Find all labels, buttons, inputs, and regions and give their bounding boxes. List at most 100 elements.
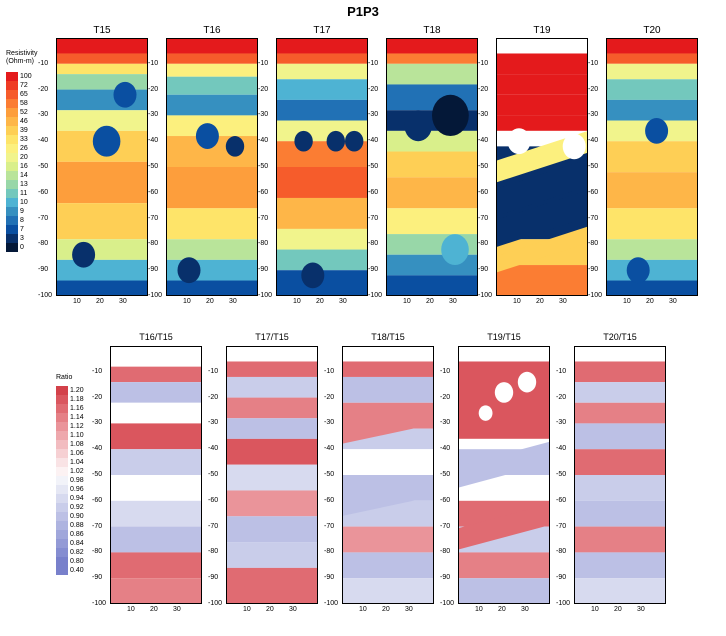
y-tick: -20 [368, 86, 378, 93]
legend-value: 14 [20, 172, 28, 179]
y-tick: -40 [148, 137, 158, 144]
y-tick: -50 [556, 471, 566, 478]
y-tick: -100 [588, 292, 602, 299]
legend-swatch [6, 108, 18, 117]
legend-value: 46 [20, 118, 28, 125]
legend-value: 11 [20, 190, 27, 197]
y-tick: -30 [38, 111, 48, 118]
y-tick: -10 [324, 368, 334, 375]
legend-value: 0 [20, 244, 24, 251]
y-tick: -30 [258, 111, 268, 118]
x-tick: 20 [382, 606, 390, 613]
legend-swatch [6, 144, 18, 153]
y-tick: -50 [208, 471, 218, 478]
y-tick: -30 [556, 419, 566, 426]
y-tick: -40 [556, 445, 566, 452]
y-tick: -70 [556, 523, 566, 530]
y-tick: -90 [92, 574, 102, 581]
y-tick: -50 [258, 163, 268, 170]
legend-swatch [56, 449, 68, 458]
x-tick: 30 [289, 606, 297, 613]
legend-swatch [56, 521, 68, 530]
y-tick: -60 [208, 497, 218, 504]
y-tick: -70 [588, 215, 598, 222]
y-tick: -70 [368, 215, 378, 222]
y-tick: -90 [258, 266, 268, 273]
y-tick: -20 [208, 394, 218, 401]
y-tick: -80 [478, 240, 488, 247]
panel-label-t19: T19 [496, 25, 588, 36]
legend-value: 1.10 [70, 432, 84, 439]
legend-value: 0.98 [70, 477, 84, 484]
y-tick: -50 [588, 163, 598, 170]
x-tick: 20 [646, 298, 654, 305]
y-tick: -20 [324, 394, 334, 401]
legend-value: 0.40 [70, 567, 84, 574]
panel-t18 [386, 38, 478, 296]
y-tick: -70 [258, 215, 268, 222]
legend-swatch [56, 512, 68, 521]
legend-swatch [6, 126, 18, 135]
x-tick: 30 [669, 298, 677, 305]
panel-r18 [342, 346, 434, 604]
x-tick: 30 [449, 298, 457, 305]
panel-r19 [458, 346, 550, 604]
y-tick: -10 [258, 60, 268, 67]
panel-label-t15: T15 [56, 25, 148, 36]
y-tick: -10 [556, 368, 566, 375]
panel-label-r17: T17/T15 [226, 332, 318, 342]
legend-swatch [56, 395, 68, 404]
legend-swatch [56, 485, 68, 494]
y-tick: -60 [92, 497, 102, 504]
legend-value: 1.14 [70, 414, 84, 421]
y-tick: -90 [148, 266, 158, 273]
y-tick: -10 [588, 60, 598, 67]
legend-swatch [56, 539, 68, 548]
x-tick: 10 [475, 606, 483, 613]
legend-value: 0.80 [70, 558, 84, 565]
y-tick: -70 [478, 215, 488, 222]
panel-label-r20: T20/T15 [574, 332, 666, 342]
x-tick: 20 [206, 298, 214, 305]
y-tick: -30 [324, 419, 334, 426]
legend-swatch [6, 216, 18, 225]
panel-r20 [574, 346, 666, 604]
y-tick: -100 [92, 600, 106, 607]
legend-swatch [6, 207, 18, 216]
panel-label-r18: T18/T15 [342, 332, 434, 342]
y-tick: -40 [38, 137, 48, 144]
y-tick: -10 [148, 60, 158, 67]
panel-label-t20: T20 [606, 25, 698, 36]
x-tick: 20 [316, 298, 324, 305]
y-tick: -60 [588, 189, 598, 196]
y-tick: -70 [92, 523, 102, 530]
y-tick: -60 [324, 497, 334, 504]
x-tick: 30 [229, 298, 237, 305]
y-tick: -40 [368, 137, 378, 144]
y-tick: -70 [324, 523, 334, 530]
legend-swatch [6, 198, 18, 207]
legend-value: 7 [20, 226, 24, 233]
row2-legend: 1.201.181.161.141.121.101.081.061.041.02… [56, 386, 84, 575]
y-tick: -50 [440, 471, 450, 478]
panel-t20 [606, 38, 698, 296]
legend-swatch [56, 386, 68, 395]
legend-swatch [56, 557, 68, 566]
y-tick: -70 [38, 215, 48, 222]
y-tick: -10 [208, 368, 218, 375]
y-tick: -40 [478, 137, 488, 144]
legend-swatch [56, 494, 68, 503]
legend-value: 0.82 [70, 549, 84, 556]
y-tick: -70 [208, 523, 218, 530]
y-tick: -40 [588, 137, 598, 144]
y-tick: -100 [440, 600, 454, 607]
legend-value: 0.96 [70, 486, 84, 493]
y-tick: -20 [588, 86, 598, 93]
x-tick: 20 [266, 606, 274, 613]
y-tick: -80 [92, 548, 102, 555]
panel-r17 [226, 346, 318, 604]
panel-t16 [166, 38, 258, 296]
legend-value: 52 [20, 109, 28, 116]
y-tick: -60 [478, 189, 488, 196]
legend-swatch [6, 153, 18, 162]
